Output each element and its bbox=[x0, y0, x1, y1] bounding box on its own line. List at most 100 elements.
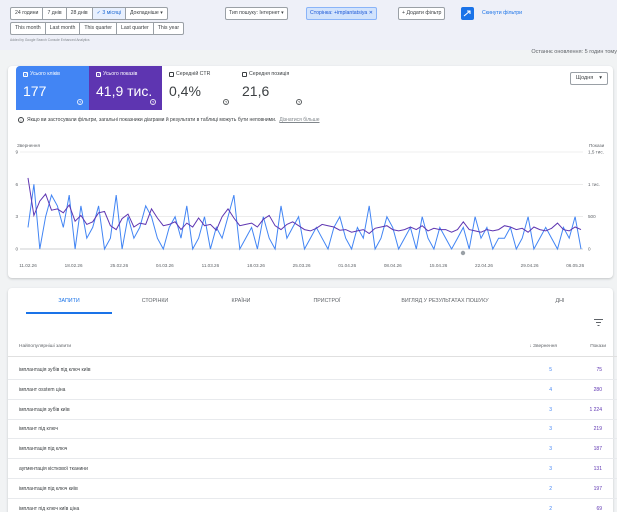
impressions-cell: 219 bbox=[593, 426, 602, 433]
table-card bbox=[8, 288, 613, 512]
more-ranges-button[interactable]: Докладніше ▾ bbox=[126, 8, 167, 19]
tab-pages[interactable]: СТОРІНКИ bbox=[141, 298, 169, 304]
x-tick-label: 18.03.26 bbox=[247, 263, 265, 268]
granularity-label: Щодня bbox=[575, 75, 594, 81]
table-header: Найпопулярніші запити ↓ Звернення Покази bbox=[8, 337, 617, 357]
tab-search-appearance[interactable]: ВИГЛЯД У РЕЗУЛЬТАТАХ ПОШУКУ bbox=[401, 298, 489, 304]
metric-value: 0,4% bbox=[169, 83, 201, 99]
query-cell: імплантація зубів під ключ київ bbox=[19, 367, 91, 373]
search-type-chip[interactable]: Тип пошуку: Інтернет ▾ bbox=[225, 7, 288, 20]
dimension-tabs: ЗАПИТИ СТОРІНКИ КРАЇНИ ПРИСТРОЇ ВИГЛЯД У… bbox=[8, 290, 617, 314]
info-banner: i Якщо ви застосували фільтри, загальні … bbox=[18, 117, 320, 123]
help-icon[interactable]: ? bbox=[77, 99, 83, 105]
table-row[interactable]: імплантація зубів під ключ київ 5 75 bbox=[8, 360, 617, 380]
query-cell: імплант під ключ київ ціна bbox=[19, 505, 80, 512]
check-icon: ✓ bbox=[96, 10, 103, 16]
x-tick-label: 06.05.26 bbox=[566, 263, 584, 268]
clicks-cell: 2 bbox=[549, 505, 552, 512]
left-tick-label: 0 bbox=[15, 247, 18, 252]
tab-countries[interactable]: КРАЇНИ bbox=[231, 298, 251, 304]
impressions-cell: 280 bbox=[593, 386, 602, 393]
clicks-series-line bbox=[27, 184, 582, 251]
query-cell: імплантація під ключ bbox=[19, 446, 68, 453]
learn-more-link[interactable]: Дізнатися більше bbox=[279, 117, 320, 123]
x-tick-label: 01.04.26 bbox=[338, 263, 356, 268]
right-tick-label: 1,5 тис. bbox=[588, 150, 604, 155]
table-row[interactable]: імплант під ключ 3 219 bbox=[8, 419, 617, 440]
help-icon[interactable]: ? bbox=[223, 99, 229, 105]
page-filter-chip[interactable]: Сторінка: +implantatsiya ✕ bbox=[306, 7, 378, 20]
range-28d[interactable]: 28 днів bbox=[67, 8, 93, 19]
add-filter-label: Додати фільтр bbox=[406, 10, 442, 16]
clicks-cell: 2 bbox=[549, 485, 552, 492]
close-icon[interactable]: ✕ bbox=[368, 10, 374, 16]
x-tick-label: 08.04.26 bbox=[384, 263, 402, 268]
metric-position[interactable]: Середня позиція 21,6 ? bbox=[235, 66, 308, 110]
col-query[interactable]: Найпопулярніші запити bbox=[19, 344, 72, 349]
metric-label: Середній CTR bbox=[176, 71, 211, 77]
checkbox-icon[interactable] bbox=[169, 71, 174, 77]
right-axis-title: Покази bbox=[589, 143, 605, 148]
range-3m[interactable]: ✓ 3 місяці bbox=[92, 8, 126, 19]
share-button[interactable] bbox=[461, 7, 474, 20]
table-row[interactable]: аугментація кісткової тканини 3 131 bbox=[8, 459, 617, 479]
checkbox-checked-icon[interactable]: ✓ bbox=[23, 71, 28, 77]
more-label: Докладніше bbox=[129, 10, 159, 16]
x-tick-label: 25.02.26 bbox=[110, 263, 128, 268]
query-cell: імплант під ключ bbox=[19, 426, 58, 433]
period-last-quarter[interactable]: Last quarter bbox=[117, 23, 154, 34]
clicks-cell: 5 bbox=[549, 367, 552, 373]
arrow-down-icon: ↓ bbox=[529, 344, 534, 349]
metric-value: 177 bbox=[23, 83, 47, 99]
annotation-marker bbox=[460, 250, 466, 256]
tab-dates[interactable]: ДНІ bbox=[555, 298, 565, 304]
table-row[interactable]: імплант osstem ціна 4 280 bbox=[8, 380, 617, 400]
period-this-month[interactable]: This month bbox=[11, 23, 46, 34]
filter-icon[interactable] bbox=[594, 319, 603, 326]
col-clicks[interactable]: ↓ Звернення bbox=[529, 344, 557, 349]
tab-devices[interactable]: ПРИСТРОЇ bbox=[313, 298, 341, 304]
col-impressions[interactable]: Покази bbox=[590, 344, 606, 349]
clicks-cell: 3 bbox=[549, 426, 552, 433]
metric-label: Усього кліків bbox=[30, 71, 60, 77]
range-3m-label: 3 місяці bbox=[102, 10, 121, 16]
impressions-cell: 131 bbox=[593, 466, 602, 472]
clicks-cell: 3 bbox=[549, 446, 552, 453]
x-tick-label: 04.03.26 bbox=[156, 263, 174, 268]
help-icon[interactable]: ? bbox=[150, 99, 156, 105]
info-text: Якщо ви застосували фільтри, загальні по… bbox=[27, 117, 277, 123]
metric-impressions[interactable]: ✓ Усього показів 41,9 тис. ? bbox=[89, 66, 162, 110]
period-this-year[interactable]: This year bbox=[157, 25, 180, 31]
granularity-select[interactable]: Щодня ▾ bbox=[569, 72, 608, 85]
table-row[interactable]: імплантація під ключ київ 2 197 bbox=[8, 479, 617, 499]
attribution-text: Added by Google Search Console Enhanced … bbox=[10, 38, 90, 42]
table-row[interactable]: імплантація під ключ 3 187 bbox=[8, 439, 617, 460]
caret-down-icon: ▾ bbox=[281, 10, 284, 16]
checkbox-checked-icon[interactable]: ✓ bbox=[96, 71, 101, 77]
x-tick-label: 29.04.26 bbox=[521, 263, 539, 268]
x-tick-label: 11.03.26 bbox=[202, 263, 220, 268]
query-cell: імплант osstem ціна bbox=[19, 386, 66, 393]
metric-clicks[interactable]: ✓ Усього кліків 177 ? bbox=[16, 66, 89, 110]
period-this-quarter[interactable]: This quarter bbox=[80, 23, 118, 34]
table-row[interactable]: імплант під ключ київ ціна 2 69 bbox=[8, 499, 617, 512]
help-icon[interactable]: ? bbox=[296, 99, 302, 105]
checkbox-icon[interactable] bbox=[242, 71, 247, 77]
table-row[interactable]: імплантація зубів київ 3 1 224 bbox=[8, 400, 617, 420]
share-icon bbox=[463, 10, 471, 17]
add-filter-button[interactable]: + Додати фільтр bbox=[398, 7, 446, 20]
metric-label: Середня позиція bbox=[249, 71, 290, 77]
metric-ctr[interactable]: Середній CTR 0,4% ? bbox=[162, 66, 235, 110]
tab-queries[interactable]: ЗАПИТИ bbox=[26, 290, 112, 314]
query-cell: імплантація під ключ київ bbox=[19, 485, 78, 492]
period-last-month[interactable]: Last month bbox=[46, 23, 81, 34]
caret-down-icon: ▾ bbox=[160, 10, 163, 16]
metric-label: Усього показів bbox=[103, 71, 138, 77]
x-tick-label: 15.04.26 bbox=[429, 263, 447, 268]
range-7d[interactable]: 7 днів bbox=[43, 8, 67, 19]
left-tick-label: 3 bbox=[15, 214, 18, 219]
reset-filters-link[interactable]: Скинути фільтри bbox=[482, 10, 522, 16]
x-tick-label: 18.02.26 bbox=[65, 263, 83, 268]
left-tick-label: 9 bbox=[15, 150, 18, 155]
range-24h[interactable]: 24 години bbox=[11, 8, 44, 19]
